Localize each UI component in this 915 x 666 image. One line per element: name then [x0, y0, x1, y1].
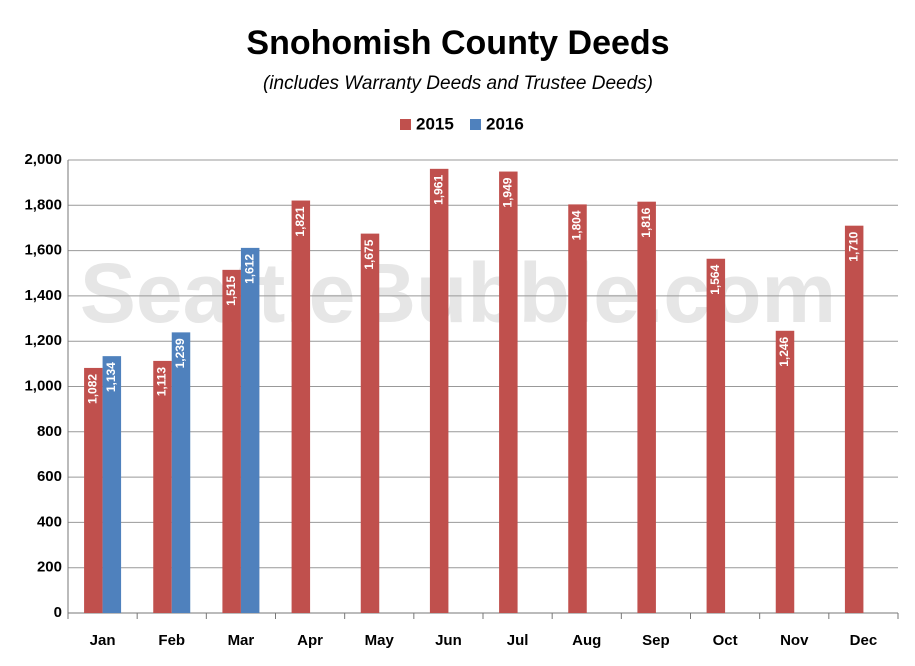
- bar: [499, 171, 518, 613]
- value-label: 1,113: [155, 367, 169, 397]
- bar: [84, 367, 103, 613]
- value-label: 1,804: [570, 210, 584, 240]
- x-tick-label: Mar: [228, 632, 255, 649]
- x-tick-label: Feb: [158, 632, 185, 649]
- x-tick-label: May: [365, 632, 395, 649]
- bar: [844, 225, 864, 613]
- x-tick-label: Jun: [435, 632, 462, 649]
- y-tick-label: 600: [37, 468, 62, 485]
- value-label: 1,961: [431, 175, 445, 205]
- y-tick-label: 1,000: [24, 377, 62, 394]
- value-label: 1,816: [639, 207, 653, 237]
- y-tick-label: 400: [37, 513, 62, 530]
- bar: [153, 360, 172, 613]
- x-tick-label: Nov: [780, 632, 809, 649]
- legend-swatch: [470, 119, 481, 130]
- x-tick-label: Apr: [297, 632, 323, 649]
- bar: [637, 201, 656, 613]
- y-tick-label: 1,600: [24, 242, 62, 259]
- value-label: 1,612: [242, 254, 256, 284]
- bar: [775, 330, 795, 613]
- x-tick-label: Jul: [507, 632, 529, 649]
- legend-swatch: [400, 119, 411, 130]
- value-label: 1,564: [708, 264, 722, 294]
- value-label: 1,515: [224, 276, 238, 306]
- x-tick-label: Aug: [572, 632, 601, 649]
- y-tick-label: 0: [54, 604, 62, 621]
- y-tick-label: 1,200: [24, 332, 62, 349]
- value-label: 1,134: [104, 362, 118, 392]
- x-tick-label: Dec: [850, 632, 878, 649]
- value-label: 1,082: [86, 374, 100, 404]
- value-label: 1,821: [293, 206, 307, 236]
- legend-label: 2015: [416, 114, 454, 133]
- y-tick-label: 2,000: [24, 151, 62, 168]
- bar: [102, 356, 122, 613]
- y-tick-label: 200: [37, 559, 62, 576]
- bar: [706, 258, 726, 613]
- value-label: 1,239: [173, 338, 187, 368]
- bar: [360, 233, 380, 614]
- value-label: 1,246: [777, 336, 791, 366]
- value-label: 1,949: [501, 177, 515, 207]
- bar: [171, 332, 191, 613]
- bar: [429, 168, 449, 613]
- chart-subtitle: (includes Warranty Deeds and Trustee Dee…: [263, 73, 653, 94]
- x-tick-label: Sep: [642, 632, 670, 649]
- bar: [222, 269, 241, 613]
- legend-label: 2016: [486, 114, 524, 133]
- y-tick-label: 1,800: [24, 196, 62, 213]
- value-label: 1,710: [846, 231, 860, 261]
- bar: [240, 247, 260, 613]
- y-tick-label: 1,400: [24, 287, 62, 304]
- value-label: 1,675: [362, 239, 376, 269]
- y-tick-label: 800: [37, 423, 62, 440]
- x-tick-label: Jan: [90, 632, 116, 649]
- bar: [291, 200, 311, 613]
- bar: [568, 204, 587, 614]
- x-tick-label: Oct: [713, 632, 738, 649]
- chart-title: Snohomish County Deeds: [246, 24, 669, 62]
